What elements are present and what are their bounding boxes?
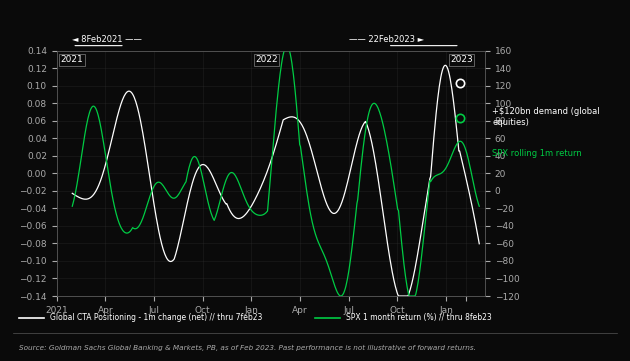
- Text: —— 22Feb2023 ►: —— 22Feb2023 ►: [349, 35, 424, 44]
- Text: ◄ 8Feb2021 ——: ◄ 8Feb2021 ——: [72, 35, 142, 44]
- Text: 2021: 2021: [60, 56, 83, 65]
- Text: SPX 1 month return (%) // thru 8feb23: SPX 1 month return (%) // thru 8feb23: [346, 313, 492, 322]
- Text: Source: Goldman Sachs Global Banking & Markets, PB, as of Feb 2023. Past perform: Source: Goldman Sachs Global Banking & M…: [19, 345, 476, 351]
- Text: 2022: 2022: [255, 56, 278, 65]
- Text: SPX rolling 1m return: SPX rolling 1m return: [492, 149, 581, 158]
- Text: +$120bn demand (global equities): +$120bn demand (global equities): [492, 107, 600, 126]
- Text: 2023: 2023: [450, 56, 472, 65]
- Text: Global CTA Positioning - 1m change (net) // thru 7feb23: Global CTA Positioning - 1m change (net)…: [50, 313, 263, 322]
